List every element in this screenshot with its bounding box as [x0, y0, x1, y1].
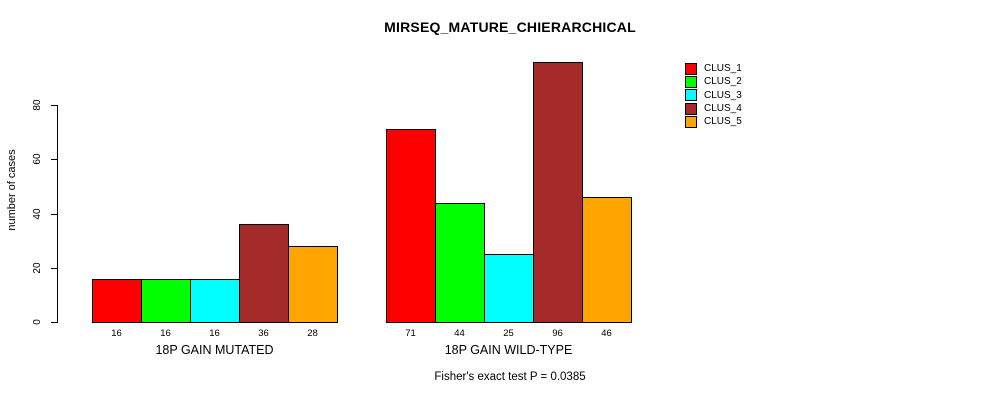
legend-label: CLUS_1	[704, 63, 742, 75]
legend-item-clus_2: CLUS_2	[685, 75, 742, 88]
y-axis-tick-label: 80	[32, 99, 43, 111]
group-label-1: 18P GAIN MUTATED	[155, 343, 274, 357]
bar-value-label: 44	[454, 328, 465, 339]
bar-value-label: 16	[160, 328, 171, 339]
bar-value-label: 28	[307, 328, 318, 339]
bar-clus_5-group2	[582, 197, 632, 323]
bar-value-label: 96	[552, 328, 563, 339]
legend: CLUS_1 CLUS_2 CLUS_3 CLUS_4 CLUS_5	[685, 62, 742, 128]
legend-item-clus_3: CLUS_3	[685, 89, 742, 102]
legend-label: CLUS_3	[704, 89, 742, 101]
y-axis-tick	[51, 322, 57, 323]
chart-title: MIRSEQ_MATURE_CHIERARCHICAL	[384, 19, 636, 35]
bar-clus_4-group1	[239, 224, 289, 323]
legend-item-clus_5: CLUS_5	[685, 115, 742, 128]
bar-clus_1-group1	[92, 279, 142, 323]
legend-label: CLUS_2	[704, 76, 742, 88]
group-label-2: 18P GAIN WILD-TYPE	[444, 343, 573, 357]
legend-label: CLUS_4	[704, 103, 742, 115]
legend-swatch-clus_3	[685, 89, 697, 102]
legend-swatch-clus_4	[685, 102, 697, 115]
bar-value-label: 36	[258, 328, 269, 339]
legend-item-clus_4: CLUS_4	[685, 102, 742, 115]
y-axis-tick-label: 0	[32, 319, 43, 325]
legend-label: CLUS_5	[704, 116, 742, 128]
bar-clus_3-group1	[190, 279, 240, 323]
y-axis-line	[57, 105, 58, 323]
bar-value-label: 16	[209, 328, 220, 339]
bar-clus_2-group1	[141, 279, 191, 323]
bar-clus_2-group2	[435, 203, 485, 323]
y-axis-tick-label: 60	[32, 153, 43, 165]
y-axis-tick	[51, 159, 57, 160]
legend-swatch-clus_1	[685, 62, 697, 75]
y-axis-tick	[51, 214, 57, 215]
legend-swatch-clus_5	[685, 115, 697, 128]
bar-value-label: 16	[111, 328, 122, 339]
bar-clus_1-group2	[386, 129, 436, 323]
bar-value-label: 71	[405, 328, 416, 339]
y-axis-tick-label: 20	[32, 262, 43, 274]
bar-clus_3-group2	[484, 254, 534, 323]
y-axis-tick	[51, 268, 57, 269]
bar-clus_5-group1	[288, 246, 338, 323]
bar-value-label: 46	[601, 328, 612, 339]
bar-clus_4-group2	[533, 62, 583, 323]
y-axis-tick-label: 40	[32, 208, 43, 220]
legend-swatch-clus_2	[685, 75, 697, 88]
fisher-test-annotation: Fisher's exact test P = 0.0385	[434, 371, 586, 383]
legend-item-clus_1: CLUS_1	[685, 62, 742, 75]
y-axis-tick	[51, 105, 57, 106]
bar-value-label: 25	[503, 328, 514, 339]
y-axis-title: number of cases	[6, 149, 18, 231]
